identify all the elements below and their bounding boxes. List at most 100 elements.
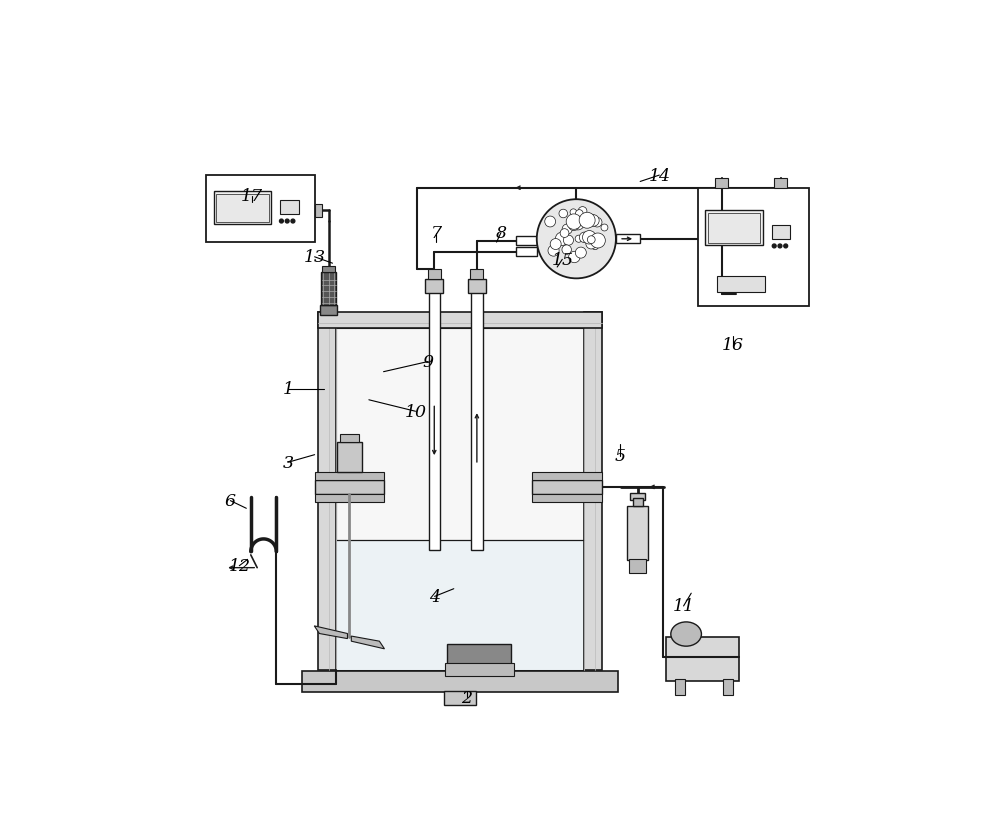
Bar <box>447 644 511 665</box>
Bar <box>627 507 648 561</box>
Circle shape <box>569 221 579 231</box>
Bar <box>470 270 483 280</box>
Bar <box>532 473 602 480</box>
Text: 17: 17 <box>241 188 263 205</box>
Text: 12: 12 <box>228 557 250 575</box>
Polygon shape <box>314 626 347 639</box>
Bar <box>471 287 483 551</box>
Bar <box>318 313 602 329</box>
Circle shape <box>545 217 556 228</box>
Circle shape <box>587 215 599 227</box>
Bar <box>428 270 441 280</box>
Circle shape <box>592 218 602 228</box>
Text: 10: 10 <box>404 403 426 421</box>
Bar <box>698 189 809 306</box>
Bar <box>425 280 443 294</box>
Bar <box>516 248 537 257</box>
Text: 7: 7 <box>430 224 441 242</box>
Text: 8: 8 <box>496 224 507 242</box>
Circle shape <box>592 243 599 250</box>
Text: 6: 6 <box>225 493 236 509</box>
Circle shape <box>291 220 295 224</box>
Bar <box>315 205 322 218</box>
Circle shape <box>578 207 587 216</box>
Circle shape <box>550 239 561 250</box>
Bar <box>206 176 315 243</box>
Bar <box>214 192 271 225</box>
Circle shape <box>537 200 616 279</box>
Circle shape <box>559 210 568 219</box>
Text: 16: 16 <box>722 337 744 354</box>
Bar <box>666 638 739 681</box>
Circle shape <box>583 231 596 245</box>
Text: 1: 1 <box>282 381 293 398</box>
Bar <box>429 287 440 551</box>
Bar <box>630 493 645 500</box>
Bar <box>584 313 602 670</box>
Circle shape <box>590 233 605 248</box>
Bar <box>216 195 269 223</box>
Bar <box>315 473 384 480</box>
Ellipse shape <box>671 622 701 647</box>
Text: 3: 3 <box>282 455 293 471</box>
Text: 4: 4 <box>429 588 440 605</box>
Bar <box>772 225 790 239</box>
Bar <box>445 663 514 676</box>
Bar <box>280 200 299 214</box>
Circle shape <box>571 218 584 231</box>
Circle shape <box>562 224 572 235</box>
Bar <box>532 480 602 494</box>
Circle shape <box>566 214 582 230</box>
Bar <box>337 442 362 473</box>
Bar <box>336 541 584 670</box>
Bar <box>633 498 643 507</box>
Circle shape <box>562 246 571 255</box>
Circle shape <box>575 210 583 218</box>
Bar <box>532 494 602 502</box>
Text: 13: 13 <box>304 249 326 266</box>
Bar <box>315 494 384 502</box>
Circle shape <box>570 209 577 216</box>
Circle shape <box>579 233 590 243</box>
Bar <box>340 435 359 442</box>
Circle shape <box>280 220 283 224</box>
Bar <box>302 672 618 692</box>
Text: 2: 2 <box>461 689 472 706</box>
Bar <box>705 211 763 246</box>
Text: 9: 9 <box>423 354 434 370</box>
Circle shape <box>772 245 776 248</box>
Text: 14: 14 <box>648 167 670 185</box>
Circle shape <box>575 236 582 243</box>
Bar <box>516 237 537 245</box>
Circle shape <box>548 246 559 257</box>
Circle shape <box>586 239 597 250</box>
Text: 5: 5 <box>614 448 625 465</box>
Text: 11: 11 <box>673 598 695 614</box>
Bar <box>708 214 760 243</box>
Bar <box>336 329 584 670</box>
Circle shape <box>601 224 608 232</box>
Circle shape <box>563 236 574 246</box>
Bar <box>444 691 476 705</box>
Bar <box>322 267 335 272</box>
Bar <box>321 272 336 306</box>
Text: 15: 15 <box>551 252 573 268</box>
Bar <box>774 178 787 189</box>
Bar <box>616 235 640 244</box>
Bar <box>318 313 336 670</box>
Bar <box>468 280 486 294</box>
Circle shape <box>285 220 289 224</box>
Bar <box>715 178 728 189</box>
Circle shape <box>784 245 788 248</box>
Bar <box>320 306 337 316</box>
Bar <box>629 560 646 573</box>
Bar <box>717 277 765 292</box>
Polygon shape <box>351 636 384 649</box>
Bar <box>315 480 384 494</box>
Bar <box>675 680 685 695</box>
Circle shape <box>560 229 569 238</box>
Circle shape <box>587 237 595 244</box>
Circle shape <box>555 233 569 246</box>
Circle shape <box>575 248 586 259</box>
Bar <box>723 680 733 695</box>
